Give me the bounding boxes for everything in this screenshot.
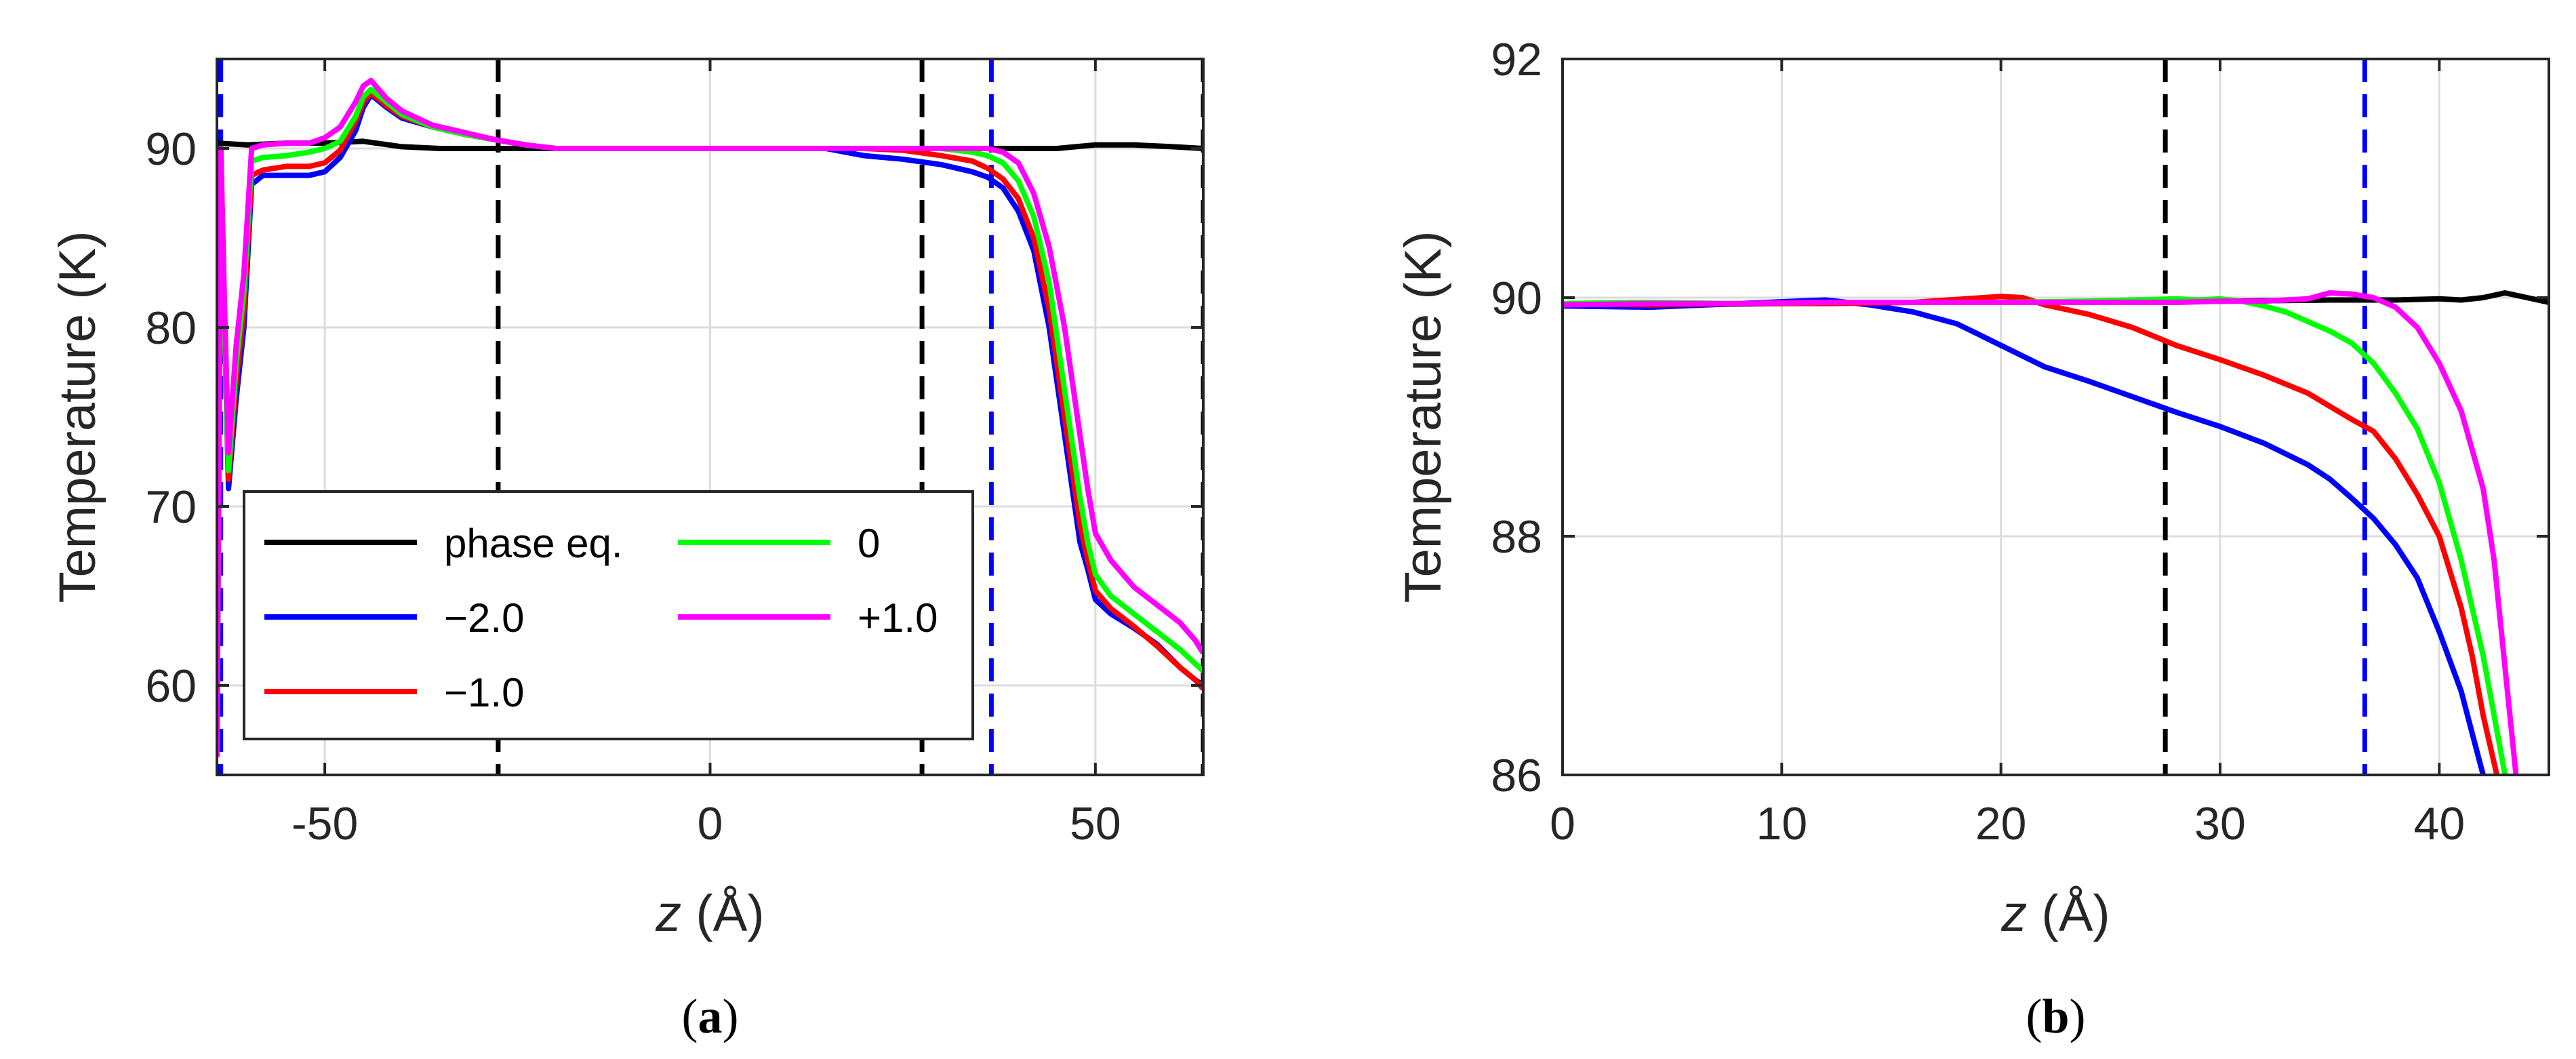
x-axis-label-a: z (Å) xyxy=(655,885,764,942)
panel-label-a: (a) xyxy=(682,989,739,1043)
y-tick-label: 80 xyxy=(145,302,197,354)
x-axis-variable-b: z xyxy=(2000,885,2027,942)
plot-area-a xyxy=(217,59,1203,775)
legend-label: 0 xyxy=(858,521,880,566)
x-axis-unit-b: (Å) xyxy=(2027,885,2110,942)
legend-label: phase eq. xyxy=(444,521,623,566)
series-line-−2.0 xyxy=(1563,297,2487,775)
y-tick-label: 90 xyxy=(145,123,197,175)
y-tick-label: 88 xyxy=(1491,511,1542,563)
x-axis-variable-a: z xyxy=(655,885,681,942)
y-tick-label: 86 xyxy=(1491,750,1542,801)
chart-panel-a: -50 0 50 60 70 80 90 Temperature (K) z (Å) (a)… xyxy=(49,58,1205,1043)
x-tick-label: 50 xyxy=(1070,798,1121,850)
y-tick-label: 92 xyxy=(1491,34,1542,85)
legend: phase eq. −2.0 −1.0 0 +1.0 xyxy=(243,490,974,740)
x-tick-label: 0 xyxy=(1550,798,1575,850)
x-axis-label-b: z (Å) xyxy=(2000,885,2110,942)
panel-label-b: (b) xyxy=(2026,989,2085,1043)
series-group-a xyxy=(217,77,1203,757)
y-tick-label: 70 xyxy=(145,481,197,533)
legend-label: −1.0 xyxy=(444,670,524,715)
y-tick-label: 90 xyxy=(1491,273,1542,324)
x-tick-label: 30 xyxy=(2194,798,2246,850)
x-tick-label: 0 xyxy=(698,798,723,850)
x-tick-label: 10 xyxy=(1756,798,1808,850)
x-tick-label: 20 xyxy=(1975,798,2027,850)
x-tick-label: -50 xyxy=(291,798,358,850)
x-tick-label: 40 xyxy=(2414,798,2466,850)
series-line-+1.0 xyxy=(1563,290,2519,775)
series-group-b xyxy=(1563,290,2549,775)
axes-frame-b xyxy=(1561,58,2550,776)
legend-label: +1.0 xyxy=(858,595,938,641)
y-axis-label-a: Temperature (K) xyxy=(49,231,106,603)
vertical-markers-b xyxy=(2162,59,2367,775)
x-axis-unit-a: (Å) xyxy=(681,885,764,942)
plot-area-b xyxy=(1563,59,2549,775)
y-axis-label-b: Temperature (K) xyxy=(1394,231,1452,603)
y-tick-label: 60 xyxy=(145,660,197,712)
grid-b xyxy=(1561,58,2549,776)
ticks-b: 0 10 20 30 40 86 88 90 92 xyxy=(1491,34,2549,850)
panel-letter-b: b xyxy=(2042,989,2069,1043)
ticks-a: -50 0 50 60 70 80 90 xyxy=(145,59,1203,850)
series-line-+1.0 xyxy=(217,77,1203,757)
panel-letter-a: a xyxy=(698,989,723,1043)
legend-label: −2.0 xyxy=(444,595,524,641)
